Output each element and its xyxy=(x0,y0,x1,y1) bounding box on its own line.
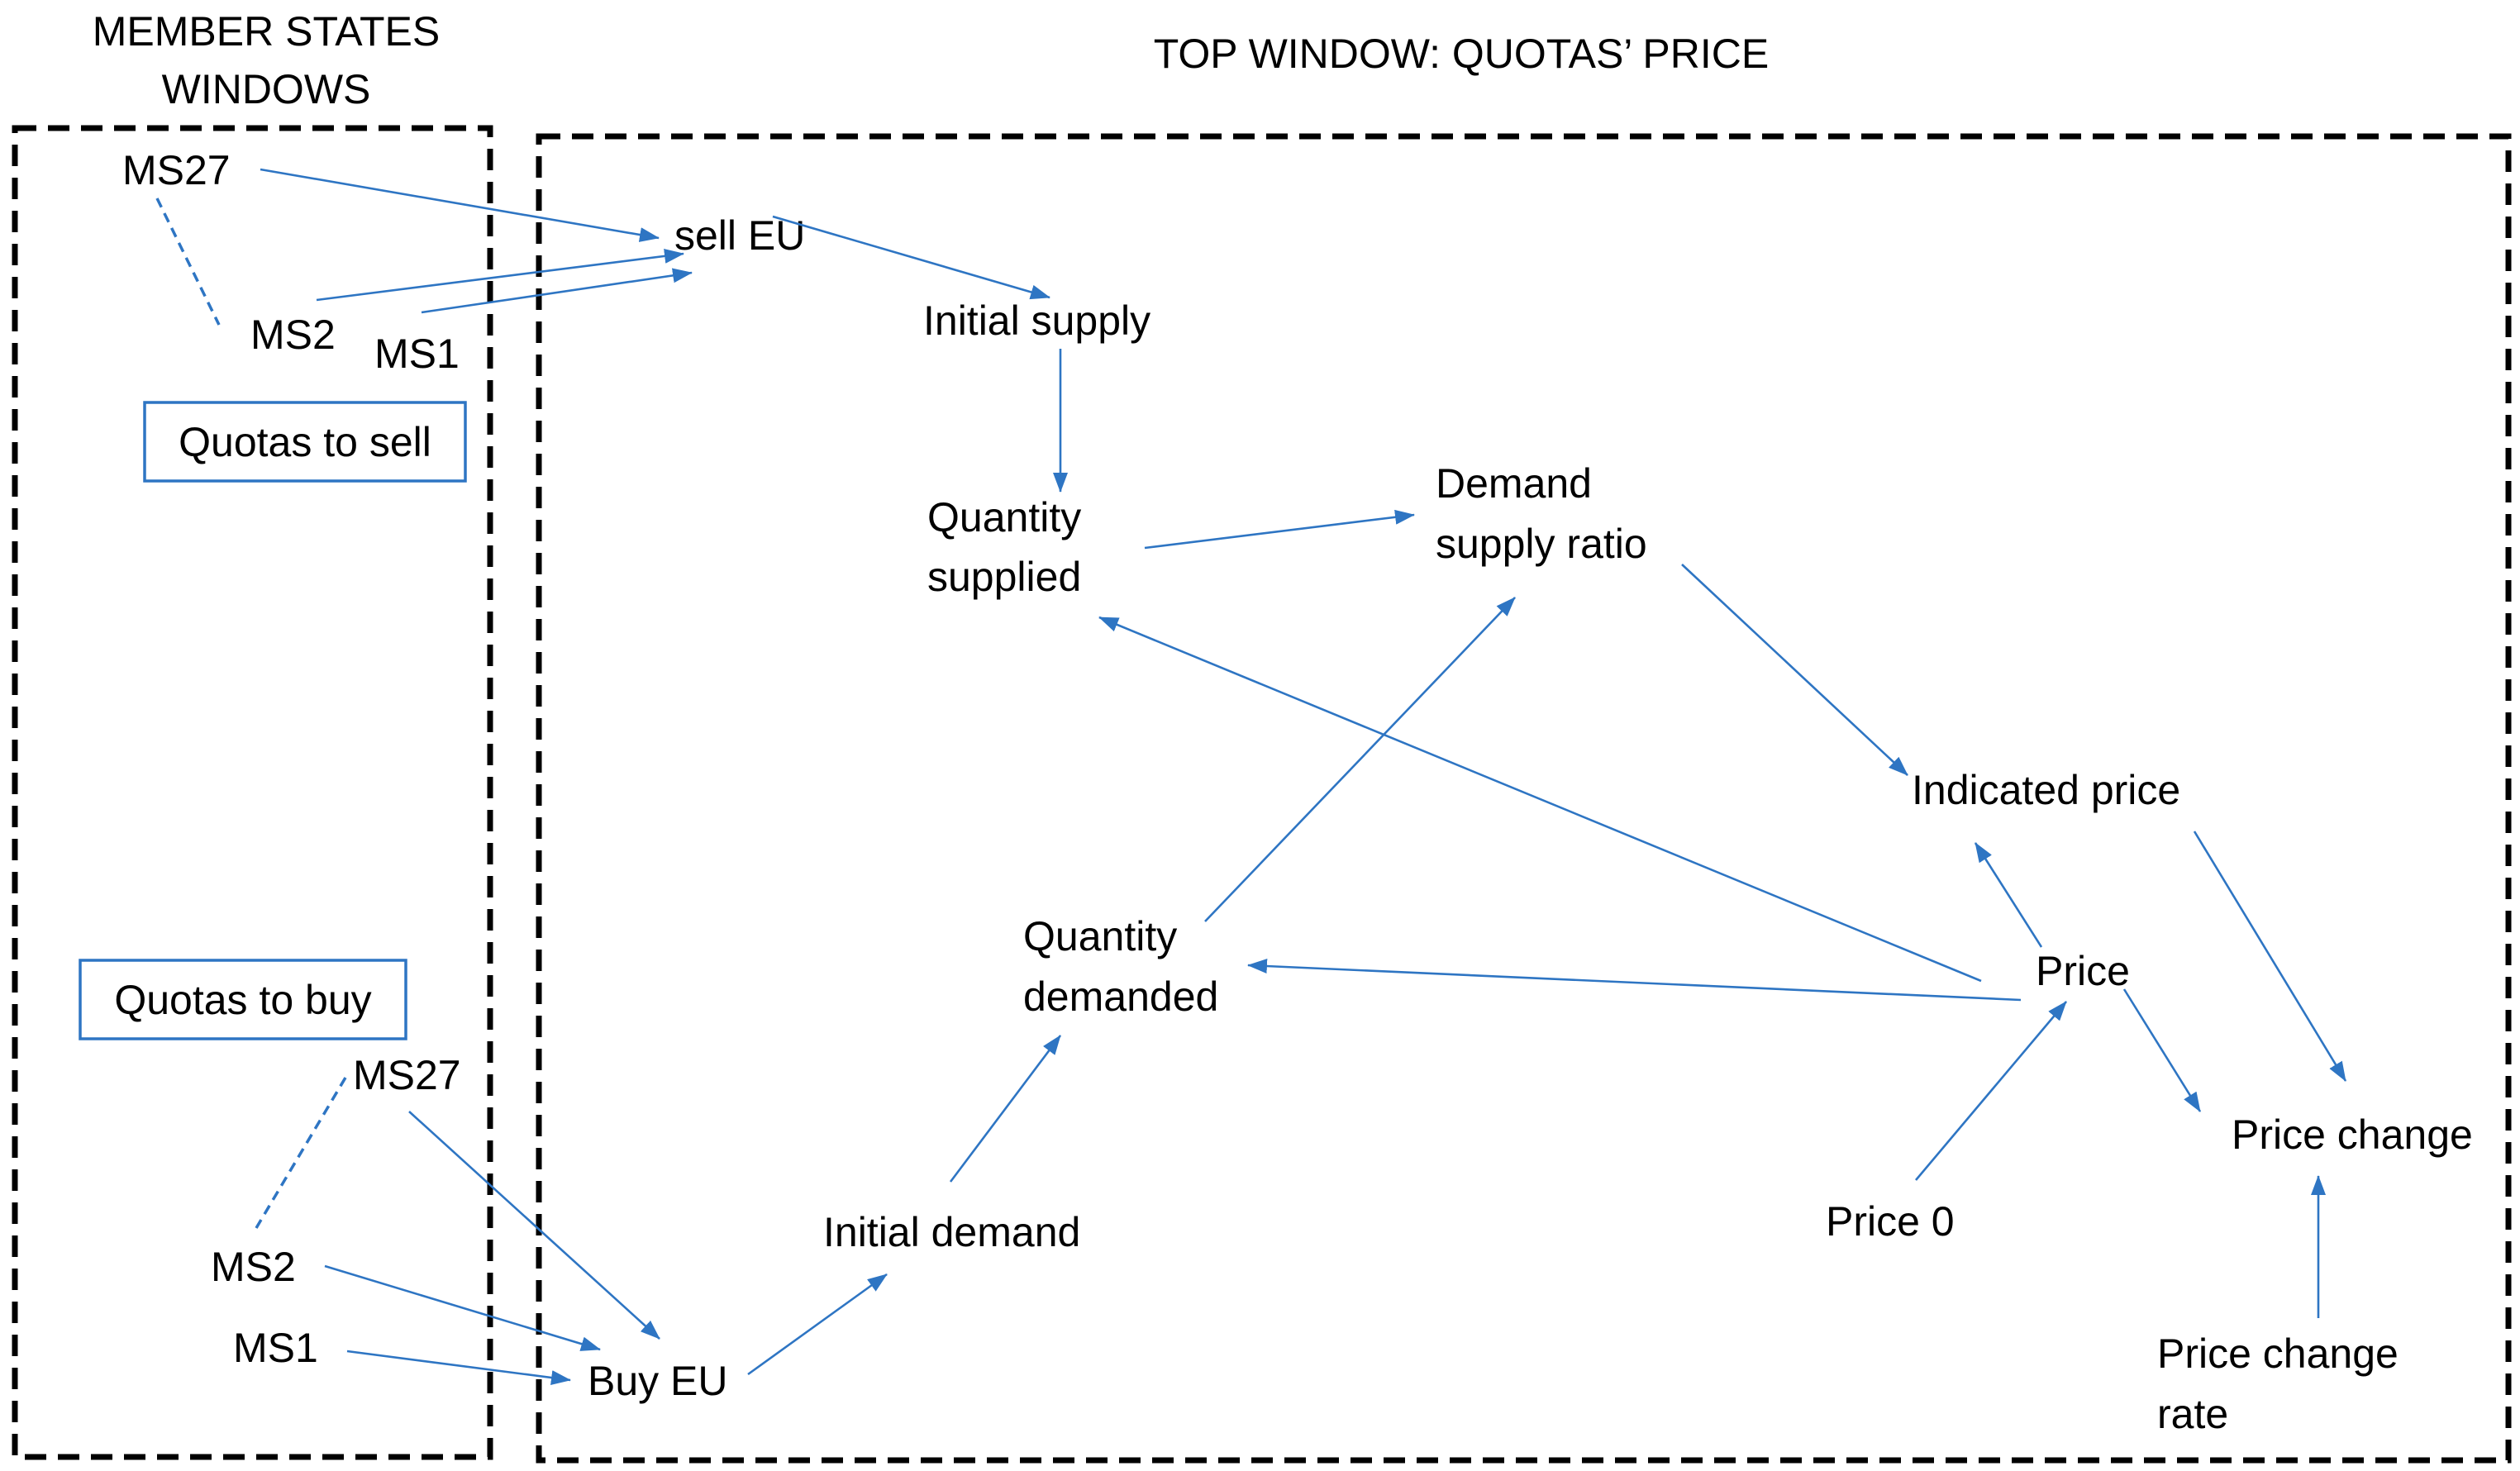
arrow-buy-ms2-to-buy-eu xyxy=(324,1264,601,1351)
price-0-node: Price 0 xyxy=(1826,1198,1955,1245)
buy-ms-ellipsis-line xyxy=(255,1077,347,1229)
indicated-price-node: Indicated price xyxy=(1912,767,2180,813)
arrow-demand-supply-ratio-to-indicated-price xyxy=(1681,564,1908,776)
arrow-initial-demand-to-quantity-demanded xyxy=(949,1035,1062,1183)
buy-ms1-label: MS1 xyxy=(233,1325,318,1371)
price-change-rate-node-line2: rate xyxy=(2157,1391,2228,1437)
initial-demand-node: Initial demand xyxy=(823,1209,1080,1255)
sell-ms27-label: MS27 xyxy=(122,147,231,193)
arrow-buy-eu-to-initial-demand xyxy=(747,1273,888,1376)
buy-ms2-label: MS2 xyxy=(211,1244,296,1290)
quotas-to-buy-box xyxy=(79,959,407,1040)
sell-ms-ellipsis-line xyxy=(155,198,221,326)
quotas-to-sell-label: Quotas to sell xyxy=(179,419,431,465)
member-states-title-line1: MEMBER STATES xyxy=(93,8,440,55)
top-window-title: TOP WINDOW: QUOTAS’ PRICE xyxy=(1154,31,1770,77)
quotas-to-buy-label: Quotas to buy xyxy=(114,977,371,1023)
arrow-sell-ms27-to-sell-eu xyxy=(260,168,660,242)
arrow-quantity-demanded-to-demand-supply-ratio xyxy=(1204,597,1516,922)
buy-eu-node: Buy EU xyxy=(588,1358,728,1404)
quantity-demanded-node-line1: Quantity xyxy=(1023,913,1177,959)
price-change-node: Price change xyxy=(2232,1112,2473,1158)
quotas-to-sell-box xyxy=(143,401,467,483)
arrow-price-to-quantity-demanded xyxy=(1247,959,2022,1002)
quantity-supplied-node-line1: Quantity xyxy=(927,494,1081,540)
initial-supply-node: Initial supply xyxy=(923,298,1150,344)
price-change-rate-node-line1: Price change xyxy=(2157,1331,2399,1377)
member-states-title-line2: WINDOWS xyxy=(162,66,371,112)
arrow-sell-ms1-to-sell-eu xyxy=(421,268,693,314)
arrow-price-to-indicated-price xyxy=(1974,842,2043,948)
arrow-price-to-quantity-supplied xyxy=(1098,616,1982,983)
demand-supply-ratio-node-line2: supply ratio xyxy=(1436,521,1647,567)
sell-ms1-label: MS1 xyxy=(374,331,460,377)
arrow-buy-ms27-to-buy-eu xyxy=(408,1111,660,1340)
buy-ms27-label: MS27 xyxy=(353,1052,461,1098)
arrow-sell-ms2-to-sell-eu xyxy=(316,248,684,302)
quantity-supplied-node-line2: supplied xyxy=(927,554,1081,600)
demand-supply-ratio-node-line1: Demand xyxy=(1436,460,1592,507)
arrow-price-to-price-change xyxy=(2122,988,2202,1112)
arrow-indicated-price-to-price-change xyxy=(2193,831,2347,1082)
arrow-quantity-supplied-to-demand-supply-ratio xyxy=(1144,509,1415,550)
arrow-sell-eu-to-initial-supply xyxy=(772,215,1050,300)
sell-ms2-label: MS2 xyxy=(250,312,336,358)
price-node: Price xyxy=(2036,948,2130,994)
member-states-window-frame xyxy=(12,125,493,1460)
arrow-buy-ms1-to-buy-eu xyxy=(346,1350,571,1385)
arrow-price-0-to-price xyxy=(1915,1001,2067,1181)
quantity-demanded-node-line2: demanded xyxy=(1023,974,1218,1020)
top-window-frame xyxy=(536,133,2512,1464)
